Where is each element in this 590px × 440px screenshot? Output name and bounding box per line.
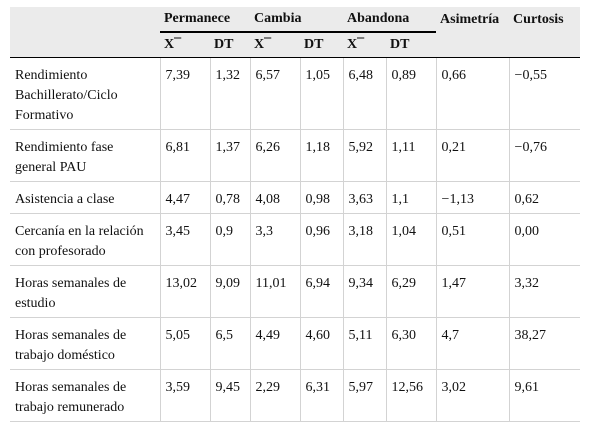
table-cell: 0,66 [435, 57, 510, 130]
table-cell: 3,3 [249, 213, 301, 266]
table-cell: 3,59 [159, 369, 210, 422]
table-cell: 5,05 [159, 317, 210, 370]
table-cell: 11,01 [249, 265, 301, 318]
table-cell: 5,11 [342, 317, 387, 370]
table-row: Horas semanales de trabajo doméstico 5,05… [10, 317, 581, 370]
sub-header-mean-abandona: X¯ [343, 32, 387, 58]
sub-header-mean-cambia: X¯ [250, 32, 301, 58]
sub-header-dt-abandona: DT [386, 32, 437, 58]
table-cell: 6,29 [385, 265, 437, 318]
table-row: Horas semanales de trabajo remunerado 3,5… [10, 369, 581, 422]
sub-header-blank-asimetria [436, 32, 510, 58]
table-cell: 1,32 [209, 57, 251, 130]
table-cell: 4,08 [249, 181, 301, 214]
table-cell: 6,81 [159, 129, 210, 182]
table-row: Cercanía en la relación con profesorado 3… [10, 213, 581, 266]
table-cell: 5,97 [342, 369, 387, 422]
table-cell: 12,56 [385, 369, 437, 422]
table-cell: 2,29 [249, 369, 301, 422]
sub-header-mean-permanece: X¯ [160, 32, 210, 58]
table-cell: 0,96 [299, 213, 344, 266]
table-cell: 5,92 [342, 129, 387, 182]
table-cell: 1,05 [299, 57, 344, 130]
table-cell: 0,62 [508, 181, 581, 214]
row-label: Rendimiento Bachillerato/Ciclo Formativo [10, 57, 160, 130]
table-cell: 9,45 [209, 369, 251, 422]
table-cell: 1,37 [209, 129, 251, 182]
table-cell: −0,55 [508, 57, 581, 130]
table-cell: −0,76 [508, 129, 581, 182]
table-cell: 1,11 [385, 129, 437, 182]
table-cell: 1,47 [435, 265, 510, 318]
statistics-table: Permanece Cambia Abandona Asimetría Curt… [10, 7, 581, 422]
sub-header-dt-permanece: DT [210, 32, 251, 58]
table-cell: 6,48 [342, 57, 387, 130]
header-asimetria: Asimetría [436, 7, 510, 32]
table-cell: 9,09 [209, 265, 251, 318]
header-permanece: Permanece [160, 7, 251, 33]
header-curtosis: Curtosis [509, 7, 581, 32]
row-label: Horas semanales de estudio [10, 265, 160, 318]
table-cell: 1,04 [385, 213, 437, 266]
table-cell: 6,5 [209, 317, 251, 370]
table-row: Horas semanales de estudio 13,02 9,09 11,01… [10, 265, 581, 318]
row-label: Horas semanales de trabajo doméstico [10, 317, 160, 370]
table-cell: 4,60 [299, 317, 344, 370]
table-cell: 0,51 [435, 213, 510, 266]
table-cell: 3,02 [435, 369, 510, 422]
sub-header-dt-cambia: DT [300, 32, 344, 58]
header-blank-cell [10, 7, 160, 32]
table-cell: 0,9 [209, 213, 251, 266]
table-row: Rendimiento fase general PAU 6,81 1,37 6,26… [10, 129, 581, 182]
group-header-row: Permanece Cambia Abandona Asimetría Curt… [10, 7, 581, 33]
table-cell: 0,78 [209, 181, 251, 214]
table-cell: 1,18 [299, 129, 344, 182]
header-abandona: Abandona [343, 7, 437, 33]
table-cell: 0,00 [508, 213, 581, 266]
row-label: Asistencia a clase [10, 181, 160, 214]
table-cell: 4,7 [435, 317, 510, 370]
table-cell: 6,30 [385, 317, 437, 370]
table-header: Permanece Cambia Abandona Asimetría Curt… [10, 7, 581, 58]
table-cell: 4,47 [159, 181, 210, 214]
table-cell: 6,26 [249, 129, 301, 182]
table-cell: 3,18 [342, 213, 387, 266]
sub-header-blank-curtosis [509, 32, 581, 58]
table-row: Asistencia a clase 4,47 0,78 4,08 0,98 3,63 1,… [10, 181, 581, 214]
table-cell: 38,27 [508, 317, 581, 370]
table-cell: 6,57 [249, 57, 301, 130]
table-cell: 9,61 [508, 369, 581, 422]
table-row: Rendimiento Bachillerato/Ciclo Formativo… [10, 57, 581, 130]
table-cell: 3,45 [159, 213, 210, 266]
table-cell: 1,1 [385, 181, 437, 214]
sub-header-row: X¯ DT X¯ DT X¯ DT [10, 32, 581, 58]
sub-header-blank [10, 32, 160, 58]
table-cell: 13,02 [159, 265, 210, 318]
table-cell: −1,13 [435, 181, 510, 214]
table-cell: 0,98 [299, 181, 344, 214]
table-cell: 3,63 [342, 181, 387, 214]
table-container: Permanece Cambia Abandona Asimetría Curt… [10, 7, 581, 422]
table-cell: 4,49 [249, 317, 301, 370]
row-label: Horas semanales de trabajo remunerado [10, 369, 160, 422]
table-cell: 6,31 [299, 369, 344, 422]
table-body: Rendimiento Bachillerato/Ciclo Formativo… [10, 57, 581, 422]
row-label: Rendimiento fase general PAU [10, 129, 160, 182]
table-cell: 7,39 [159, 57, 210, 130]
table-cell: 0,89 [385, 57, 437, 130]
table-cell: 3,32 [508, 265, 581, 318]
row-label: Cercanía en la relación con profesorado [10, 213, 160, 266]
table-cell: 9,34 [342, 265, 387, 318]
table-cell: 0,21 [435, 129, 510, 182]
table-cell: 6,94 [299, 265, 344, 318]
header-cambia: Cambia [250, 7, 344, 33]
